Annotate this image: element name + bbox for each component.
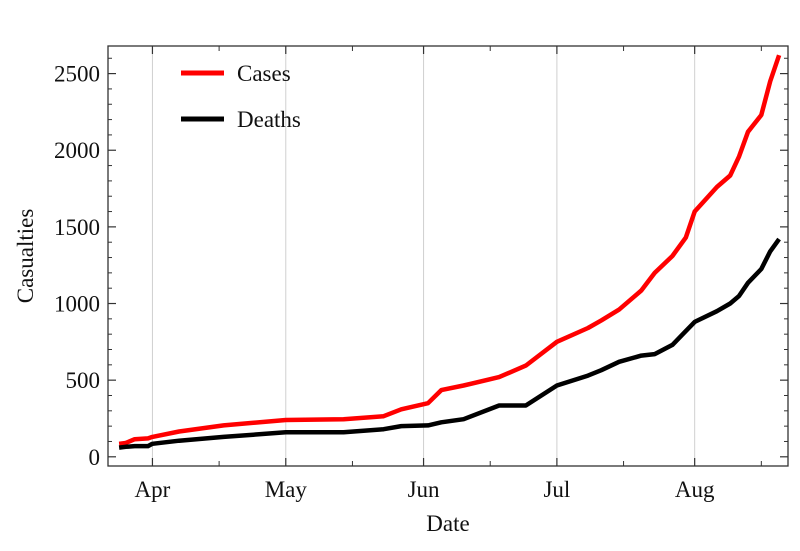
series-layer — [118, 54, 782, 450]
plot-frame — [107, 45, 789, 467]
y-tick-labels: 0 500 1000 1500 2000 2500 — [54, 62, 100, 470]
x-tick-label: May — [265, 477, 308, 502]
y-tick-label: 0 — [89, 445, 101, 470]
x-tick-label: Jun — [408, 477, 440, 502]
x-tick-label: Jul — [543, 477, 570, 502]
legend-label-cases: Cases — [237, 61, 291, 86]
legend-label-deaths: Deaths — [237, 107, 301, 132]
series-line-cases — [118, 54, 782, 447]
x-tick-label: Aug — [675, 477, 715, 502]
y-tick-label: 500 — [66, 368, 101, 393]
y-tick-label: 2000 — [54, 138, 100, 163]
y-axis-title: Casualties — [13, 209, 38, 304]
legend: Cases Deaths — [181, 61, 301, 132]
y-tick-label: 1500 — [54, 215, 100, 240]
x-tick-label: Apr — [135, 477, 171, 502]
grid-lines — [151, 46, 696, 466]
series-line-deaths — [118, 237, 781, 450]
x-tick-labels: Apr May Jun Jul Aug — [135, 477, 715, 502]
y-tick-label: 2500 — [54, 62, 100, 87]
y-tick-label: 1000 — [54, 292, 100, 317]
x-axis-title: Date — [426, 511, 469, 536]
axis-ticks — [108, 46, 788, 466]
